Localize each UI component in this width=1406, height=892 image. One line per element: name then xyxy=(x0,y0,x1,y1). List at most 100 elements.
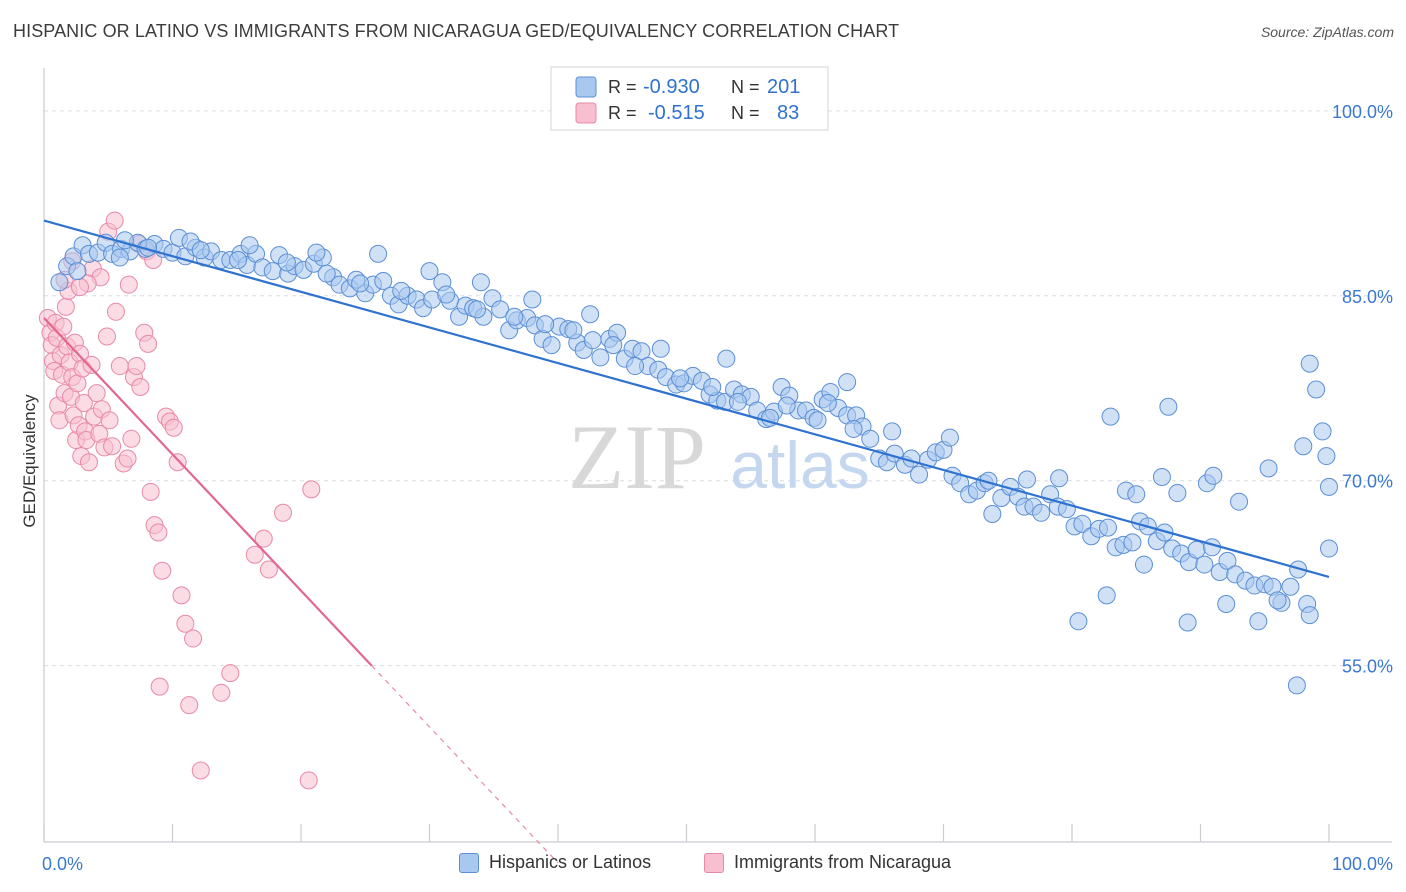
data-point-hispanic xyxy=(983,505,1002,524)
data-point-nicaragua xyxy=(176,614,195,633)
y-tick-label: 70.0% xyxy=(1342,472,1393,492)
data-point-hispanic xyxy=(1032,503,1051,522)
data-point-hispanic xyxy=(591,348,610,367)
trend-lines xyxy=(43,219,1330,864)
data-point-hispanic xyxy=(1317,447,1336,466)
data-point-nicaragua xyxy=(100,411,119,430)
data-point-hispanic xyxy=(1294,437,1313,456)
data-point-hispanic xyxy=(536,315,555,334)
data-point-nicaragua xyxy=(150,677,169,696)
data-point-hispanic xyxy=(604,336,623,355)
data-point-nicaragua xyxy=(122,429,141,448)
legend-item-nicaragua[interactable]: Immigrants from Nicaragua xyxy=(704,852,951,873)
data-point-hispanic xyxy=(420,262,439,281)
data-point-nicaragua xyxy=(131,378,150,397)
legend-r-label: R = xyxy=(608,77,637,97)
data-point-hispanic xyxy=(1101,407,1120,426)
y-tick-label: 55.0% xyxy=(1342,657,1393,677)
data-point-nicaragua xyxy=(164,418,183,437)
x-tick-labels: 0.0% 100.0% xyxy=(42,854,1393,874)
data-point-nicaragua xyxy=(56,297,75,316)
data-point-nicaragua xyxy=(299,771,318,790)
data-point-nicaragua xyxy=(70,278,89,297)
legend-r-value: -0.930 xyxy=(643,76,700,98)
series-nicaragua-points xyxy=(38,211,321,790)
data-point-hispanic xyxy=(728,392,747,411)
data-point-hispanic xyxy=(1152,468,1171,487)
legend-bottom: Hispanics or Latinos Immigrants from Nic… xyxy=(0,852,1406,878)
data-point-hispanic xyxy=(1268,591,1287,610)
data-point-hispanic xyxy=(1098,518,1117,537)
data-point-hispanic xyxy=(1097,586,1116,605)
legend-item-hispanic[interactable]: Hispanics or Latinos xyxy=(459,852,651,873)
data-point-hispanic xyxy=(1195,555,1214,574)
legend-n-label: N = xyxy=(731,103,760,123)
data-point-hispanic xyxy=(110,248,129,267)
data-point-nicaragua xyxy=(79,453,98,472)
data-point-hispanic xyxy=(351,274,370,293)
watermark-zip: ZIP xyxy=(568,406,706,508)
data-point-nicaragua xyxy=(172,586,191,605)
data-point-hispanic xyxy=(369,244,388,263)
data-point-hispanic xyxy=(844,419,863,438)
data-point-hispanic xyxy=(1289,560,1308,579)
watermark: ZIP atlas xyxy=(568,406,870,508)
x-tick-label: 0.0% xyxy=(42,854,83,874)
legend-swatch-pink xyxy=(704,852,724,873)
data-point-hispanic xyxy=(1249,612,1268,631)
data-point-nicaragua xyxy=(149,523,168,542)
legend-swatch-blue xyxy=(459,852,479,873)
data-point-nicaragua xyxy=(259,560,278,579)
data-point-nicaragua xyxy=(82,355,101,374)
data-point-hispanic xyxy=(910,465,929,484)
data-point-nicaragua xyxy=(127,357,146,376)
data-point-hispanic xyxy=(1300,354,1319,373)
data-point-hispanic xyxy=(1320,477,1338,496)
trend-line-hispanic xyxy=(43,219,1330,578)
data-point-nicaragua xyxy=(87,384,106,403)
legend-r-value: -0.515 xyxy=(648,102,705,124)
data-point-nicaragua xyxy=(191,761,210,780)
data-point-hispanic xyxy=(471,273,490,292)
x-tick-label: 100.0% xyxy=(1332,854,1393,874)
data-point-hispanic xyxy=(1069,612,1088,631)
data-point-nicaragua xyxy=(274,503,293,522)
trend-line-nicaragua xyxy=(43,317,373,667)
data-point-nicaragua xyxy=(254,529,273,548)
data-point-hispanic xyxy=(374,271,393,290)
data-point-hispanic xyxy=(1281,577,1300,596)
data-point-nicaragua xyxy=(221,664,240,683)
data-point-hispanic xyxy=(1018,470,1037,489)
data-point-hispanic xyxy=(523,290,542,309)
data-point-hispanic xyxy=(626,357,645,376)
data-point-nicaragua xyxy=(110,357,129,376)
data-point-hispanic xyxy=(68,262,87,281)
data-point-nicaragua xyxy=(105,211,124,230)
data-point-hispanic xyxy=(1168,484,1187,503)
data-point-hispanic xyxy=(277,253,296,272)
trend-line-nicaragua-extrapolated xyxy=(371,665,559,864)
data-point-hispanic xyxy=(307,243,326,262)
legend-label: Hispanics or Latinos xyxy=(489,852,652,872)
data-point-hispanic xyxy=(1127,485,1146,504)
data-point-hispanic xyxy=(392,281,411,300)
data-point-hispanic xyxy=(703,378,722,397)
data-point-hispanic xyxy=(838,373,857,392)
data-point-hispanic xyxy=(505,307,524,326)
source-credit: Source: ZipAtlas.com xyxy=(1260,24,1394,40)
data-point-nicaragua xyxy=(139,334,158,353)
data-point-hispanic xyxy=(583,331,602,350)
data-point-hispanic xyxy=(883,422,902,441)
y-axis-label: GED/Equivalency xyxy=(20,394,39,528)
y-tick-label: 100.0% xyxy=(1332,102,1393,122)
series-hispanic-points xyxy=(50,228,1338,695)
data-point-hispanic xyxy=(581,305,600,324)
legend-r-label: R = xyxy=(608,103,637,123)
data-point-hispanic xyxy=(651,339,670,358)
data-point-hispanic xyxy=(1218,551,1237,570)
data-point-hispanic xyxy=(229,251,248,270)
legend-top: R = -0.930 N = 201 R = -0.515 N = 83 xyxy=(550,66,829,131)
data-point-hispanic xyxy=(240,236,259,255)
data-point-hispanic xyxy=(1313,422,1332,441)
